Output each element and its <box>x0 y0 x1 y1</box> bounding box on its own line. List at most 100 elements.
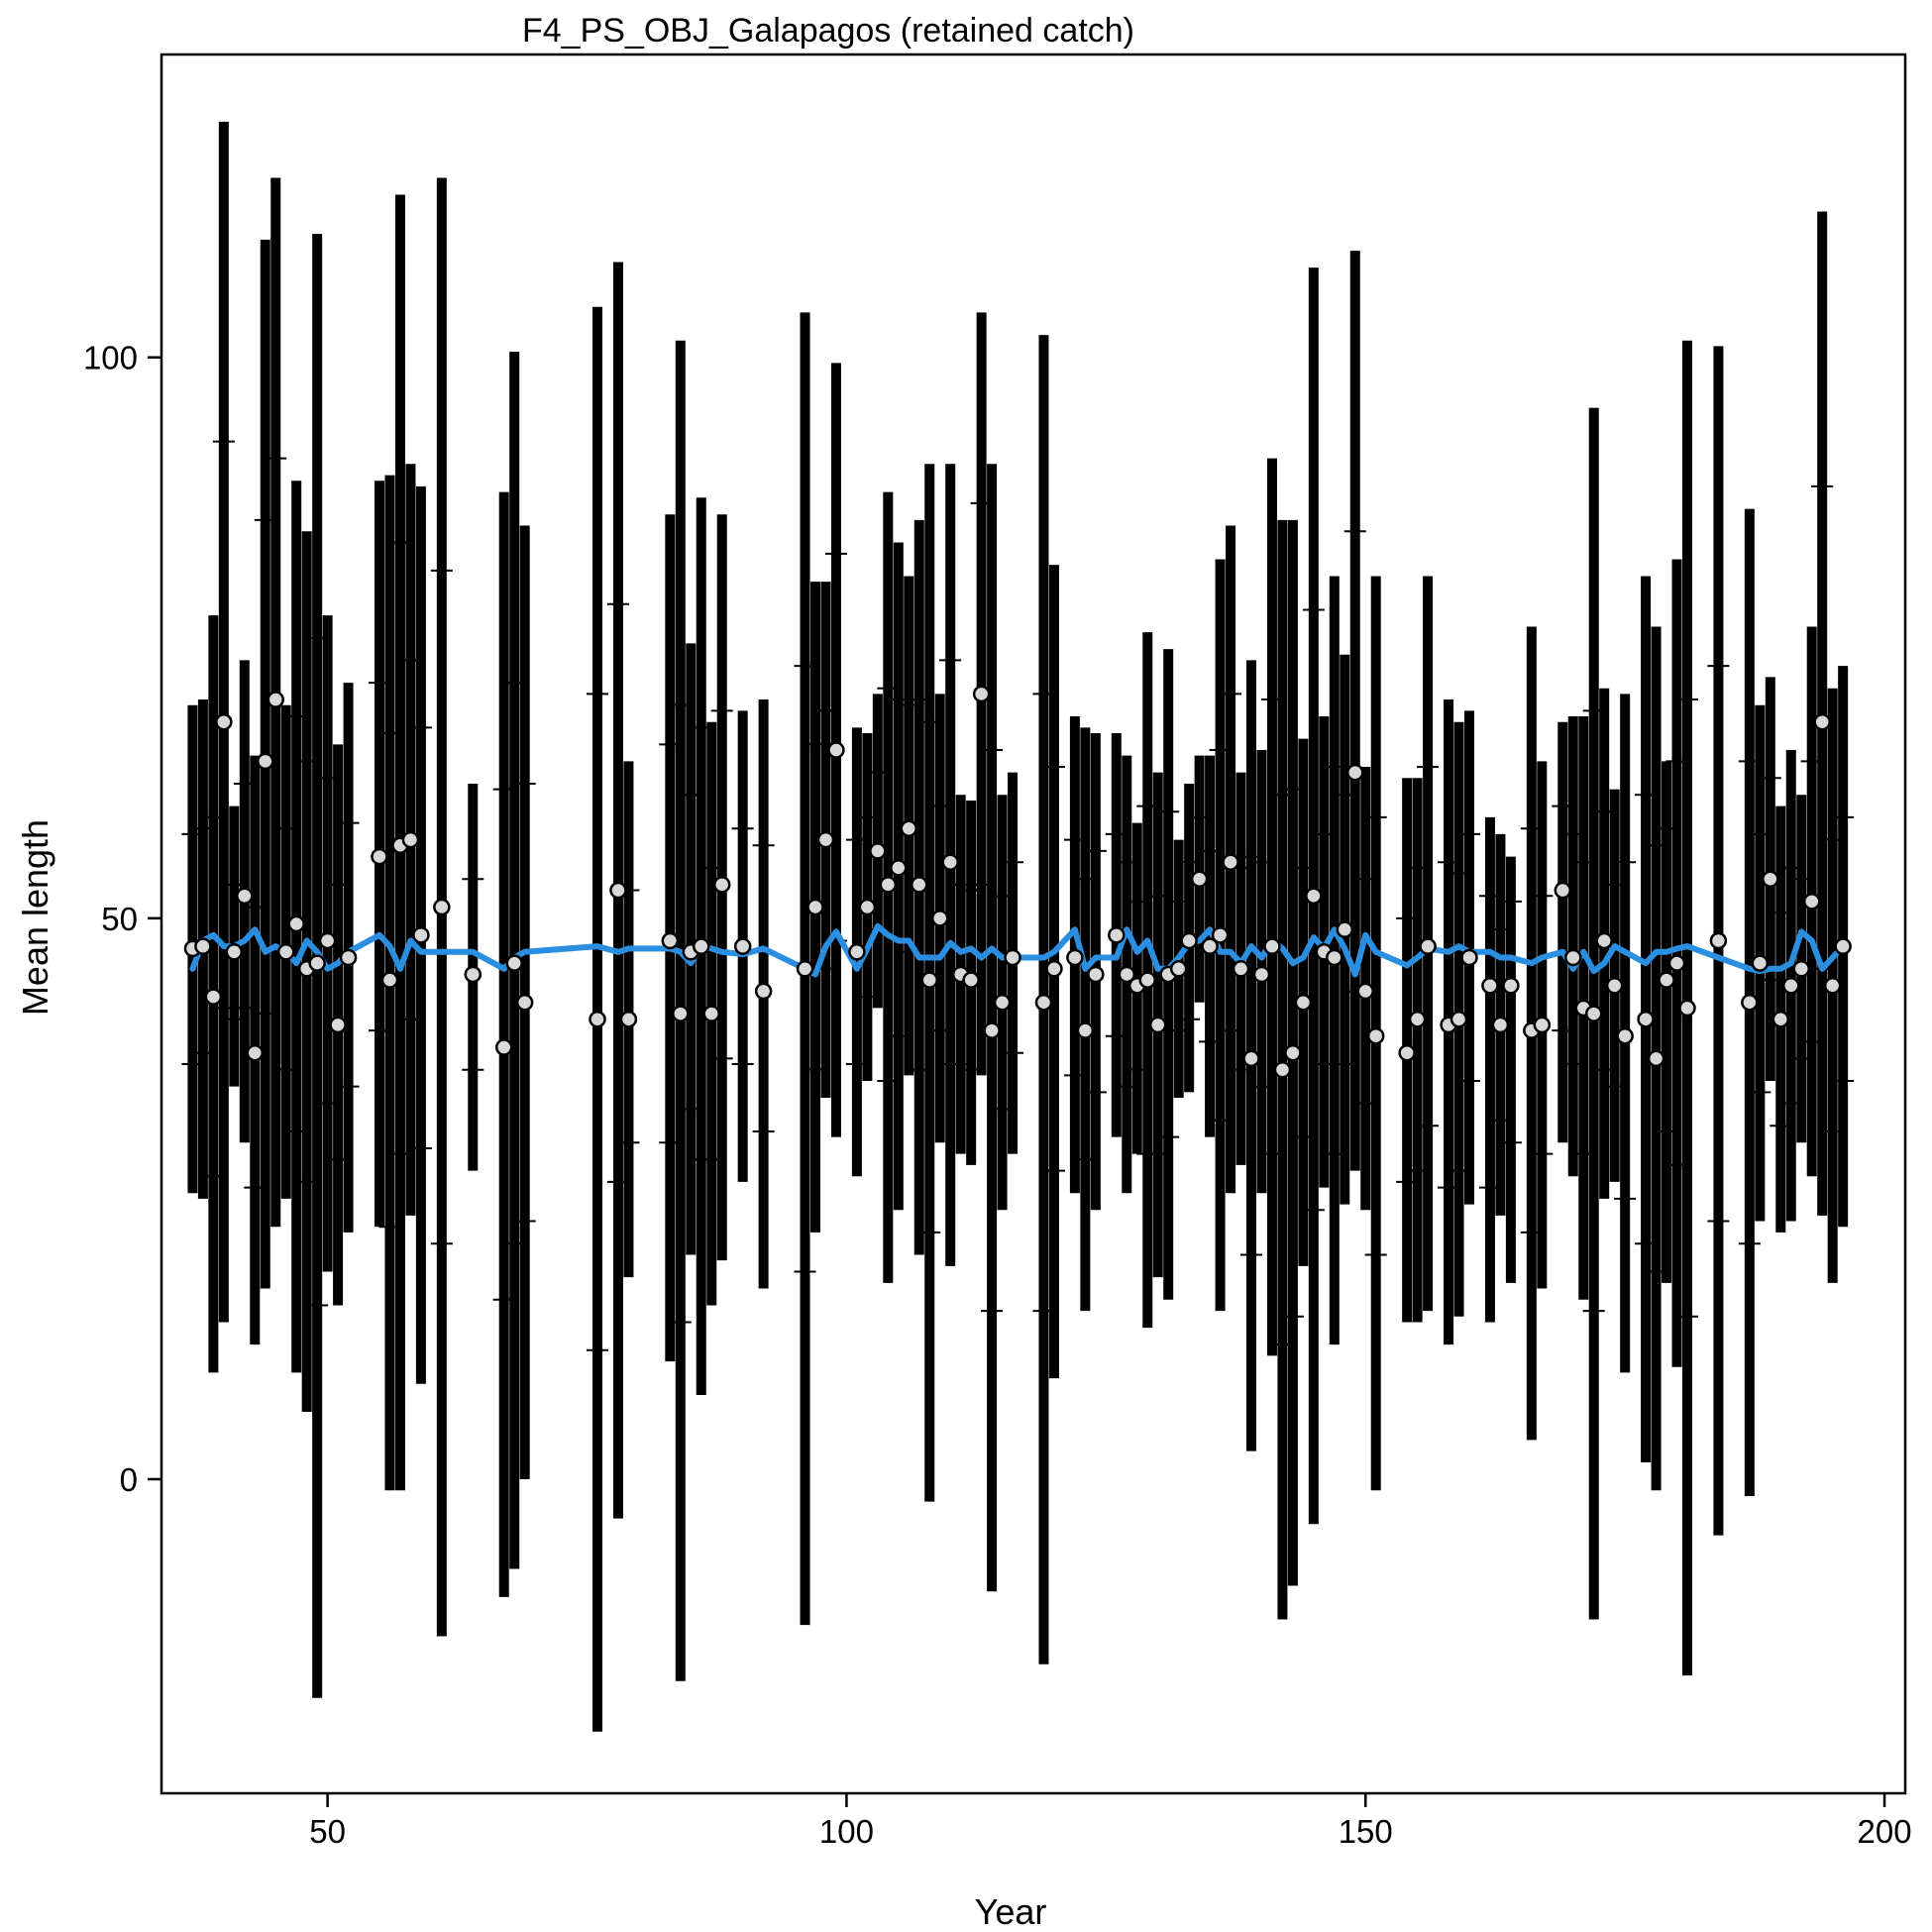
plot-frame <box>160 53 1907 1795</box>
observed-point-169 <box>1554 881 1572 900</box>
observed-point-45 <box>267 691 284 708</box>
y-axis-label: Mean length <box>15 819 55 1016</box>
observed-point-55 <box>371 847 388 866</box>
observed-point-170 <box>1564 948 1582 967</box>
observed-point-88 <box>712 876 731 894</box>
x-tick-label-200: 200 <box>1858 1813 1912 1850</box>
observed-point-43 <box>246 1043 265 1062</box>
x-tick-label-50: 50 <box>309 1813 346 1850</box>
observed-point-103 <box>869 842 887 860</box>
observed-point-51 <box>329 1016 347 1034</box>
observed-point-110 <box>941 853 959 871</box>
observed-point-135 <box>1201 937 1219 955</box>
x-tick-label-100: 100 <box>819 1813 874 1850</box>
observed-point-79 <box>619 1010 638 1028</box>
observed-point-61 <box>433 898 451 916</box>
observed-point-190 <box>1771 1010 1790 1028</box>
observed-point-149 <box>1346 763 1364 782</box>
x-axis: 50 100 150 200 <box>309 1793 1912 1850</box>
observed-point-179 <box>1658 971 1675 989</box>
observed-point-142 <box>1273 1060 1292 1079</box>
observed-point-134 <box>1190 870 1209 888</box>
observed-point-105 <box>890 859 908 877</box>
observed-point-188 <box>1751 954 1770 972</box>
observed-point-173 <box>1595 931 1613 950</box>
observed-point-126 <box>1108 926 1126 944</box>
observed-point-136 <box>1211 926 1230 944</box>
observed-point-86 <box>693 937 710 955</box>
observed-point-114 <box>983 1021 1001 1039</box>
observed-point-151 <box>1366 1026 1385 1045</box>
y-tick-label-0: 0 <box>120 1461 138 1498</box>
observed-point-123 <box>1076 1021 1095 1039</box>
observed-point-130 <box>1148 1016 1167 1034</box>
observed-point-145 <box>1305 887 1323 905</box>
observed-point-109 <box>930 910 949 927</box>
observed-point-78 <box>609 881 627 900</box>
observed-point-156 <box>1419 937 1437 955</box>
observed-point-87 <box>702 1005 720 1022</box>
observed-point-175 <box>1616 1026 1634 1045</box>
observed-point-97 <box>806 898 824 916</box>
observed-point-69 <box>515 994 534 1012</box>
observed-point-159 <box>1449 1010 1468 1028</box>
y-tick-label-100: 100 <box>83 340 138 376</box>
observed-point-59 <box>412 926 430 944</box>
observed-point-104 <box>879 876 898 894</box>
expected-line <box>189 922 1847 978</box>
observed-point-96 <box>796 960 814 978</box>
observed-point-147 <box>1326 948 1343 967</box>
observed-point-164 <box>1502 977 1520 995</box>
observed-point-144 <box>1294 994 1313 1012</box>
observed-point-92 <box>754 982 773 1001</box>
observed-point-172 <box>1584 1005 1603 1022</box>
error-bars <box>181 121 1855 1732</box>
observed-point-38 <box>194 937 212 955</box>
observed-point-108 <box>920 971 938 989</box>
observed-point-107 <box>911 876 928 894</box>
observed-point-83 <box>661 931 680 950</box>
observed-point-84 <box>672 1005 690 1022</box>
observed-point-58 <box>401 830 420 849</box>
observed-point-127 <box>1118 965 1136 984</box>
observed-point-148 <box>1336 920 1354 938</box>
observed-point-140 <box>1252 965 1271 984</box>
observed-point-138 <box>1232 960 1250 978</box>
observed-point-187 <box>1741 994 1759 1012</box>
observed-point-192 <box>1792 960 1810 978</box>
observed-point-181 <box>1678 999 1696 1018</box>
y-axis: 0 50 100 <box>83 340 161 1498</box>
observed-point-154 <box>1398 1043 1416 1062</box>
observed-point-139 <box>1242 1049 1260 1068</box>
observed-point-49 <box>308 954 326 972</box>
observed-point-68 <box>505 954 523 972</box>
observed-point-177 <box>1637 1010 1655 1028</box>
observed-point-162 <box>1481 977 1499 995</box>
observed-point-174 <box>1605 977 1624 995</box>
observed-point-194 <box>1813 712 1831 731</box>
observed-point-150 <box>1356 982 1374 1001</box>
observed-point-116 <box>1004 948 1021 967</box>
observed-point-160 <box>1460 948 1478 967</box>
observed-point-141 <box>1263 937 1281 955</box>
observed-point-40 <box>215 712 233 731</box>
x-tick-label-150: 150 <box>1339 1813 1393 1850</box>
observed-point-67 <box>494 1038 513 1056</box>
observed-point-119 <box>1034 994 1053 1012</box>
observed-point-46 <box>276 943 295 961</box>
observed-point-132 <box>1169 960 1188 978</box>
observed-point-44 <box>257 752 274 771</box>
observed-point-52 <box>339 948 358 967</box>
observed-point-191 <box>1782 977 1800 995</box>
observed-point-178 <box>1647 1049 1665 1068</box>
observed-point-124 <box>1087 965 1105 984</box>
observed-points <box>183 685 1852 1079</box>
observed-point-195 <box>1823 977 1842 995</box>
observed-point-122 <box>1066 948 1084 967</box>
observed-point-113 <box>972 685 991 703</box>
observed-point-196 <box>1834 937 1852 955</box>
observed-point-106 <box>900 819 918 838</box>
observed-point-102 <box>858 898 877 916</box>
observed-point-137 <box>1222 853 1239 871</box>
